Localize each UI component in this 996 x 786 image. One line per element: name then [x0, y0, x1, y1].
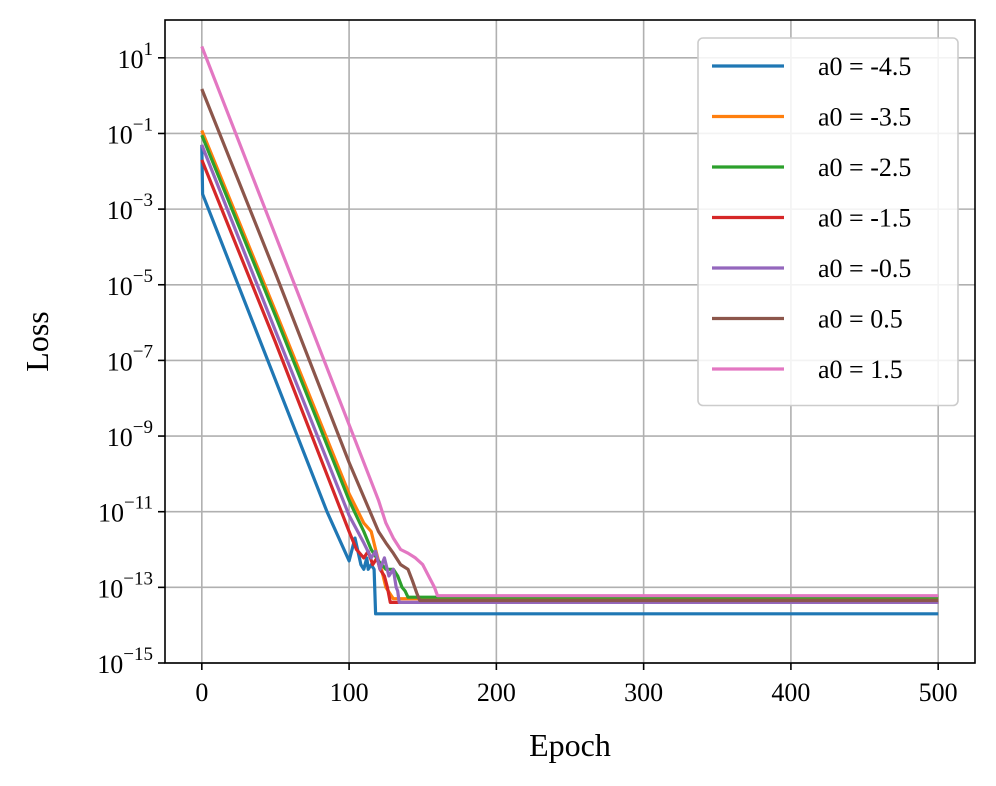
y-axis-label: Loss	[19, 311, 55, 371]
y-tick-base: 10	[97, 650, 123, 679]
y-tick-exponent: −11	[124, 493, 153, 514]
series-line-6	[200, 88, 939, 603]
svg-text:10−1: 10−1	[107, 114, 153, 149]
y-tick-label: 10−1	[107, 114, 153, 149]
svg-text:10−9: 10−9	[107, 417, 153, 452]
y-tick-label: 10−7	[107, 341, 153, 376]
series-line-7	[200, 45, 939, 598]
y-tick-exponent: −5	[133, 266, 153, 287]
legend: a0 = -4.5 a0 = -3.5 a0 = -2.5 a0 = -1.5 a0 =…	[697, 37, 959, 407]
y-tick-base: 10	[118, 45, 144, 74]
y-tick-base: 10	[107, 272, 133, 301]
y-tick-exponent: −9	[133, 417, 153, 438]
legend-label: a0 = -2.5	[818, 153, 911, 182]
y-tick-exponent: −1	[133, 114, 153, 135]
y-tick-base: 10	[107, 423, 133, 452]
y-tick-exponent: −13	[123, 568, 153, 589]
y-tick-exponent: −3	[133, 190, 153, 211]
x-tick-label: 400	[771, 678, 810, 707]
y-tick-label: 10−13	[97, 568, 153, 603]
legend-label: a0 = -1.5	[818, 204, 911, 233]
x-tick-label: 300	[624, 678, 663, 707]
x-tick-label: 200	[477, 678, 516, 707]
svg-text:10−3: 10−3	[107, 190, 153, 225]
y-tick-exponent: −7	[133, 341, 153, 362]
svg-text:10−5: 10−5	[107, 266, 153, 301]
legend-label: a0 = -0.5	[818, 254, 911, 283]
y-tick-base: 10	[98, 499, 124, 528]
y-tick-exponent: −15	[123, 644, 153, 665]
y-tick-exponent: 1	[144, 39, 154, 60]
legend-label: a0 = -4.5	[818, 52, 911, 81]
svg-text:10−7: 10−7	[107, 341, 153, 376]
y-tick-label: 10−11	[98, 493, 153, 528]
series-line-4	[200, 159, 939, 605]
series-lines	[200, 45, 939, 616]
svg-text:10−11: 10−11	[98, 493, 153, 528]
y-tick-base: 10	[107, 347, 133, 376]
legend-box	[697, 37, 959, 407]
svg-text:101: 101	[118, 39, 154, 74]
x-tick-label: 500	[919, 678, 958, 707]
plot-area-frame	[164, 19, 976, 664]
y-tick-label: 10−5	[107, 266, 153, 301]
series-line-1	[200, 144, 939, 616]
y-tick-base: 10	[107, 120, 133, 149]
legend-label: a0 = -3.5	[818, 103, 911, 132]
y-tick-label: 10−15	[97, 644, 153, 679]
y-tick-label: 10−9	[107, 417, 153, 452]
y-tick-label: 10−3	[107, 190, 153, 225]
legend-label: a0 = 1.5	[818, 355, 903, 384]
x-axis-label: Epoch	[529, 727, 611, 763]
y-tick-base: 10	[107, 196, 133, 225]
legend-label: a0 = 0.5	[818, 305, 903, 334]
series-line-5	[200, 144, 939, 605]
svg-text:10−15: 10−15	[97, 644, 153, 679]
y-tick-base: 10	[97, 574, 123, 603]
x-axis-ticks: 0 100 200 300 400 500	[195, 663, 958, 707]
svg-text:10−13: 10−13	[97, 568, 153, 603]
y-tick-label: 101	[118, 39, 154, 74]
x-tick-label: 100	[330, 678, 369, 707]
x-tick-label: 0	[195, 678, 208, 707]
